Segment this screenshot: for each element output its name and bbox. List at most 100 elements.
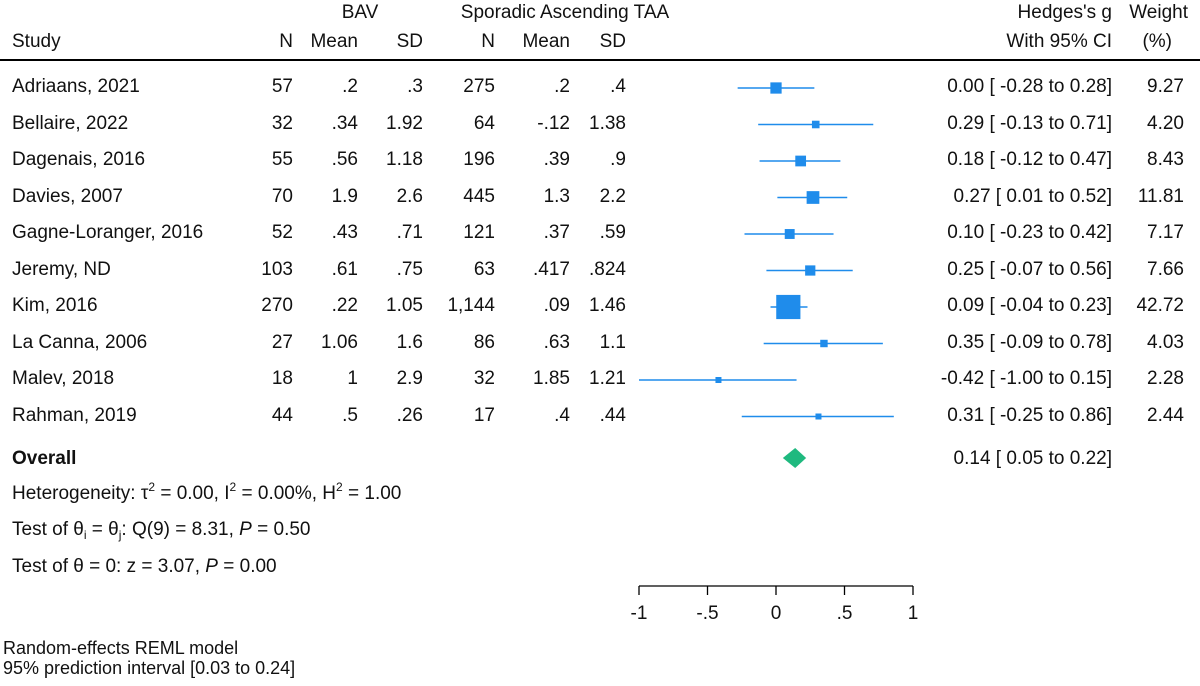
- study-name: Bellaire, 2022: [12, 112, 129, 134]
- n-taa: 32: [473, 368, 495, 389]
- sd-taa: 1.46: [589, 295, 626, 316]
- header-study: Study: [12, 31, 61, 52]
- n-taa: 1,144: [447, 295, 495, 316]
- ci-text: 0.25 [ -0.07 to 0.56]: [947, 258, 1112, 280]
- n-bav: 27: [271, 331, 293, 353]
- effect-marker: [776, 294, 801, 320]
- header-weight-unit: (%): [1142, 31, 1172, 52]
- effect-marker: [815, 413, 822, 420]
- n-bav: 57: [271, 76, 293, 97]
- model-note: Random-effects REML model: [3, 638, 239, 658]
- mean-taa: .4: [554, 404, 570, 426]
- ci-text: 0.00 [ -0.28 to 0.28]: [947, 76, 1112, 97]
- n-taa: 121: [463, 222, 495, 243]
- x-tick-label: -.5: [696, 603, 718, 624]
- weight-text: 4.03: [1147, 331, 1184, 353]
- sd-taa: .824: [589, 258, 626, 280]
- study-name: Rahman, 2019: [12, 404, 137, 426]
- effect-marker: [784, 229, 795, 239]
- n-bav: 44: [271, 404, 293, 426]
- mean-taa: .37: [543, 222, 570, 243]
- study-name: La Canna, 2006: [12, 331, 148, 353]
- mean-taa: .09: [543, 295, 570, 316]
- effect-marker: [805, 265, 816, 276]
- header-effect-size: Hedges's g: [1017, 2, 1112, 23]
- sd-bav: 2.9: [396, 368, 423, 389]
- header-sd-bav: SD: [396, 31, 423, 52]
- n-bav: 32: [271, 112, 293, 134]
- overall-diamond: [782, 448, 807, 468]
- header-group-taa: Sporadic Ascending TAA: [460, 2, 670, 23]
- x-tick-label: 0: [771, 603, 782, 624]
- mean-bav: .43: [331, 222, 358, 243]
- sd-taa: .59: [599, 222, 626, 243]
- study-name: Dagenais, 2016: [12, 149, 146, 170]
- x-tick-label: 1: [908, 603, 919, 624]
- mean-bav: .5: [342, 404, 358, 426]
- sd-taa: .9: [610, 149, 626, 170]
- mean-taa: 1.3: [543, 185, 570, 207]
- mean-taa: .63: [543, 331, 570, 353]
- sd-bav: .71: [396, 222, 423, 243]
- heterogeneity-line: Heterogeneity: τ2 = 0.00, I2 = 0.00%, H2…: [12, 480, 402, 504]
- effect-marker: [795, 155, 807, 167]
- mean-bav: .2: [342, 76, 358, 97]
- ci-text: 0.09 [ -0.04 to 0.23]: [947, 295, 1112, 316]
- n-bav: 70: [271, 185, 293, 207]
- weight-text: 4.20: [1147, 112, 1184, 134]
- mean-taa: .417: [533, 258, 570, 280]
- mean-bav: .34: [331, 112, 358, 134]
- study-name: Davies, 2007: [12, 185, 123, 207]
- effect-marker: [820, 339, 828, 348]
- header-divider: [0, 59, 1200, 61]
- n-taa: 64: [473, 112, 495, 134]
- weight-text: 2.44: [1147, 404, 1184, 426]
- n-taa: 445: [463, 185, 495, 207]
- ci-text: 0.29 [ -0.13 to 0.71]: [947, 112, 1112, 134]
- n-taa: 63: [473, 258, 495, 280]
- weight-text: 7.66: [1147, 258, 1184, 280]
- n-taa: 196: [463, 149, 495, 170]
- study-name: Malev, 2018: [12, 368, 115, 389]
- n-bav: 18: [271, 368, 293, 389]
- sd-taa: 1.38: [589, 112, 626, 134]
- weight-text: 11.81: [1137, 185, 1184, 207]
- header-group-bav: BAV: [341, 2, 379, 23]
- ci-text: 0.10 [ -0.23 to 0.42]: [947, 222, 1112, 243]
- effect-marker: [811, 120, 820, 129]
- prediction-interval-note: 95% prediction interval [0.03 to 0.24]: [3, 658, 296, 678]
- sd-taa: 1.21: [589, 368, 626, 389]
- effect-marker: [806, 191, 820, 204]
- study-name: Gagne-Loranger, 2016: [12, 222, 204, 243]
- x-tick-label: -1: [631, 603, 648, 624]
- n-bav: 270: [261, 295, 293, 316]
- n-taa: 17: [473, 404, 495, 426]
- sd-taa: .44: [599, 404, 626, 426]
- mean-bav: 1.9: [331, 185, 358, 207]
- sd-bav: 1.05: [386, 295, 423, 316]
- sd-taa: 1.1: [599, 331, 626, 353]
- n-bav: 103: [261, 258, 293, 280]
- sd-taa: 2.2: [599, 185, 626, 207]
- sd-bav: 2.6: [396, 185, 423, 207]
- study-name: Kim, 2016: [12, 295, 98, 316]
- sd-taa: .4: [610, 76, 626, 97]
- weight-text: 42.72: [1136, 295, 1184, 316]
- mean-taa: .2: [554, 76, 570, 97]
- mean-bav: 1.06: [321, 331, 358, 353]
- mean-bav: .56: [331, 149, 358, 170]
- header-n-bav: N: [279, 31, 293, 52]
- header-n-taa: N: [481, 31, 495, 52]
- header-weight: Weight: [1129, 2, 1188, 23]
- weight-text: 2.28: [1147, 368, 1184, 389]
- ci-text: 0.31 [ -0.25 to 0.86]: [947, 404, 1112, 426]
- mean-taa: .39: [543, 149, 570, 170]
- ci-text: 0.27 [ 0.01 to 0.52]: [953, 185, 1112, 207]
- sd-bav: 1.18: [386, 149, 423, 170]
- mean-taa: 1.85: [533, 368, 570, 389]
- header-mean-taa: Mean: [522, 31, 570, 52]
- sd-bav: 1.92: [386, 112, 423, 134]
- weight-text: 9.27: [1147, 76, 1184, 97]
